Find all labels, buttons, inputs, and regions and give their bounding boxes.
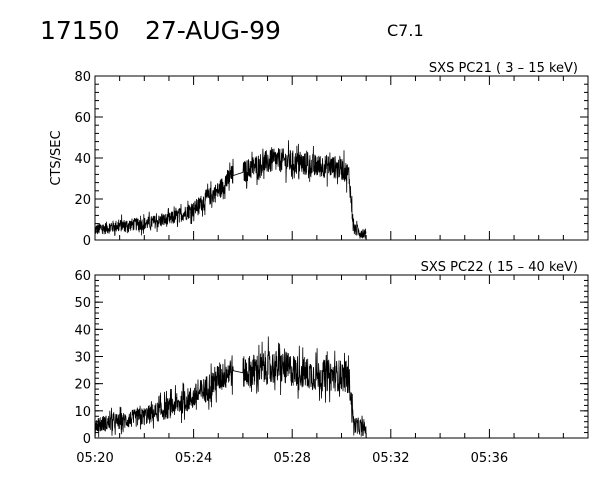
y-tick-label: 40 xyxy=(74,152,91,167)
y-tick-label: 40 xyxy=(74,323,91,338)
x-tick-label: 05:20 xyxy=(76,451,113,466)
panel-title: SXS PC22 ( 15 – 40 keV) xyxy=(421,260,578,275)
flare-class: C7.1 xyxy=(387,21,424,40)
x-tick-label: 05:24 xyxy=(175,451,212,466)
y-tick-label: 60 xyxy=(74,269,91,284)
x-tick-label: 05:36 xyxy=(471,451,508,466)
panel-title: SXS PC21 ( 3 – 15 keV) xyxy=(429,61,578,76)
y-tick-label: 0 xyxy=(83,234,91,249)
chart-pc22: 0 10 20 30 40 50 60 05:20 05:24 05:28 05:32 05:36 SX… xyxy=(74,260,589,466)
event-date: 27-AUG-99 xyxy=(145,16,281,45)
y-tick-label: 60 xyxy=(74,111,91,126)
series-line xyxy=(94,140,367,239)
x-tick-label: 05:32 xyxy=(372,451,409,466)
y-tick-label: 80 xyxy=(74,70,91,85)
y-tick-label: 50 xyxy=(74,296,91,311)
y-axis-label: CTS/SEC xyxy=(49,130,64,185)
y-tick-label: 10 xyxy=(74,405,91,420)
x-tick-label: 05:28 xyxy=(273,451,310,466)
y-tick-label: 30 xyxy=(74,351,91,366)
y-tick-label: 20 xyxy=(74,378,91,393)
event-id: 17150 xyxy=(40,16,120,45)
series-line xyxy=(94,336,367,438)
y-tick-label: 0 xyxy=(83,432,91,447)
chart-pc21: 0 20 40 60 80 SXS PC21 ( 3 – 15 keV) CTS/SEC xyxy=(49,61,589,249)
plot-frame xyxy=(94,274,589,439)
y-tick-label: 20 xyxy=(74,193,91,208)
